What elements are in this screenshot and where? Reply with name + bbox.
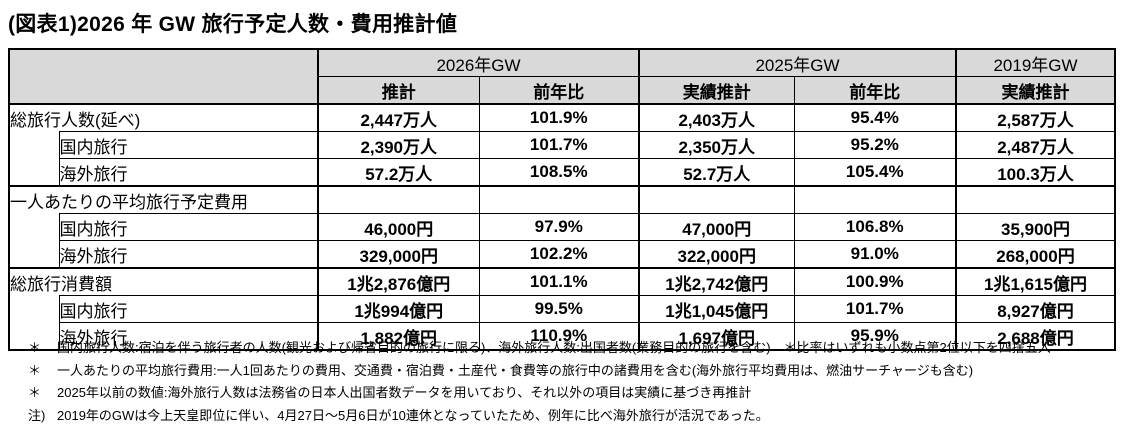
table-cell: 2,487万人: [955, 131, 1116, 159]
header-2025-actual: 実績推計: [639, 76, 795, 105]
table-row: 総旅行消費額 1兆2,876億円 101.1% 1兆2,742億円 100.9%…: [9, 267, 1116, 296]
table-cell: 1,882億円: [317, 322, 480, 351]
row-label-domestic: 国内旅行: [58, 295, 319, 323]
footnote-marker: ＊: [28, 362, 42, 378]
table-cell: 1兆2,742億円: [638, 267, 795, 296]
figure-title: (図表1)2026 年 GW 旅行予定人数・費用推計値: [8, 13, 458, 36]
indent-spacer: [9, 213, 60, 268]
table-cell: 2,390万人: [317, 131, 480, 159]
table-row: 国内旅行 46,000円 97.9% 47,000円 106.8% 35,900…: [9, 213, 1116, 268]
table-cell: 99.5%: [478, 295, 640, 323]
footnote-text: 2025年以前の数値:海外旅行人数は法務省の日本人出国者数データを用いており、そ…: [57, 385, 752, 401]
footnote-marker: 注): [28, 407, 46, 423]
footnote-marker: ＊: [28, 340, 42, 355]
column-group-2019: 2019年GW: [956, 49, 1115, 77]
table-cell: 95.2%: [793, 131, 957, 159]
table-row: 海外旅行 57.2万人 108.5% 52.7万人 105.4% 100.3万人: [9, 158, 1116, 187]
table-cell: 105.4%: [793, 158, 957, 187]
table-cell: 101.7%: [478, 131, 640, 159]
table-cell: 102.2%: [478, 240, 640, 269]
table-cell: 100.3万人: [955, 158, 1116, 187]
row-label-avg-cost: 一人あたりの平均旅行予定費用: [9, 185, 319, 214]
row-label-domestic: 国内旅行: [58, 213, 319, 241]
table-cell: 91.0%: [793, 240, 957, 269]
table-row: 国内旅行 1兆994億円 99.5% 1兆1,045億円 101.7% 8,92…: [9, 295, 1116, 350]
footnote-text: 2019年のGWは今上天皇即位に伴い、4月27日～5月6日が10連休となっていた…: [57, 407, 769, 423]
header-2026-estimate: 推計: [318, 76, 480, 105]
table-cell: [478, 185, 640, 214]
corner-cell: [9, 49, 319, 105]
table-cell: 329,000円: [317, 240, 480, 269]
table-cell: [317, 185, 480, 214]
table-cell: 95.4%: [793, 103, 957, 132]
table-cell: 35,900円: [955, 213, 1116, 241]
table-row: 海外旅行 329,000円 102.2% 322,000円 91.0% 268,…: [9, 240, 1116, 269]
header-2026-yoy: 前年比: [479, 76, 640, 105]
table-row: 一人あたりの平均旅行予定費用: [9, 185, 1116, 214]
table-cell: 52.7万人: [638, 158, 795, 187]
table-cell: 97.9%: [478, 213, 640, 241]
header-2019-actual: 実績推計: [956, 76, 1116, 105]
row-label-overseas: 海外旅行: [58, 158, 319, 186]
table-cell: 322,000円: [638, 240, 795, 269]
footnote-text: 国内旅行人数:宿泊を伴う旅行者の人数(観光および帰省目的の旅行に限る)、海外旅行…: [57, 340, 1051, 355]
table-row: 総旅行人数(延べ) 2,447万人 101.9% 2,403万人 95.4% 2…: [9, 103, 1116, 132]
table-cell: 2,447万人: [317, 103, 480, 132]
table-cell: 101.1%: [478, 267, 640, 296]
header-2025-yoy: 前年比: [794, 76, 957, 105]
table-cell: 110.9%: [478, 322, 640, 351]
footnote-line: ＊ 一人あたりの平均旅行費用:一人1回あたりの費用、交通費・宿泊費・土産代・食費…: [6, 360, 1118, 383]
table-cell: 101.9%: [478, 103, 640, 132]
row-label-domestic: 国内旅行: [58, 131, 319, 159]
row-label-overseas: 海外旅行: [58, 240, 319, 268]
header-row-measures: 推計 前年比 実績推計 前年比 実績推計: [9, 76, 1116, 105]
table-cell: 46,000円: [317, 213, 480, 241]
table-cell: 1兆1,045億円: [638, 295, 795, 323]
table-cell: 2,587万人: [955, 103, 1116, 132]
table-cell: 268,000円: [955, 240, 1116, 269]
table-cell: 106.8%: [793, 213, 957, 241]
row-label-overseas: 海外旅行: [58, 322, 319, 350]
table-cell: [638, 185, 795, 214]
table-cell: [955, 185, 1116, 214]
table-cell: 101.7%: [793, 295, 957, 323]
indent-spacer: [9, 295, 60, 350]
footnote-line: ＊ 国内旅行人数:宿泊を伴う旅行者の人数(観光および帰省目的の旅行に限る)、海外…: [6, 337, 1118, 360]
footnotes: ＊ 国内旅行人数:宿泊を伴う旅行者の人数(観光および帰省目的の旅行に限る)、海外…: [6, 337, 1118, 427]
table-cell: 1,697億円: [638, 322, 795, 351]
table-cell: 2,403万人: [638, 103, 795, 132]
table-cell: 95.9%: [793, 322, 957, 351]
indent-spacer: [9, 131, 60, 186]
table-cell: 108.5%: [478, 158, 640, 187]
column-group-2025: 2025年GW: [639, 49, 957, 77]
footnote-line: 注) 2019年のGWは今上天皇即位に伴い、4月27日～5月6日が10連休となっ…: [6, 405, 1118, 428]
row-label-total-spending: 総旅行消費額: [9, 267, 319, 296]
footnote-marker: ＊: [28, 385, 42, 401]
table-cell: 1兆994億円: [317, 295, 480, 323]
table-cell: 100.9%: [793, 267, 957, 296]
travel-estimates-table: 2026年GW 2025年GW 2019年GW 推計 前年比 実績推計 前年比 …: [8, 48, 1116, 351]
table-row: 国内旅行 2,390万人 101.7% 2,350万人 95.2% 2,487万…: [9, 131, 1116, 186]
header-row-groups: 2026年GW 2025年GW 2019年GW: [9, 49, 1115, 105]
table-cell: 2,688億円: [955, 322, 1116, 351]
footnote-line: ＊ 2025年以前の数値:海外旅行人数は法務省の日本人出国者数データを用いており…: [6, 382, 1118, 405]
column-group-2026: 2026年GW: [318, 49, 640, 77]
table-cell: 2,350万人: [638, 131, 795, 159]
table-cell: 1兆1,615億円: [955, 267, 1116, 296]
table-cell: 8,927億円: [955, 295, 1116, 323]
table-cell: 47,000円: [638, 213, 795, 241]
table-cell: 1兆2,876億円: [317, 267, 480, 296]
table-cell: 57.2万人: [317, 158, 480, 187]
row-label-total-travelers: 総旅行人数(延べ): [9, 103, 319, 132]
table-row: 海外旅行 1,882億円 110.9% 1,697億円 95.9% 2,688億…: [9, 322, 1116, 351]
footnote-text: 一人あたりの平均旅行費用:一人1回あたりの費用、交通費・宿泊費・土産代・食費等の…: [57, 362, 974, 378]
table-cell: [793, 185, 957, 214]
